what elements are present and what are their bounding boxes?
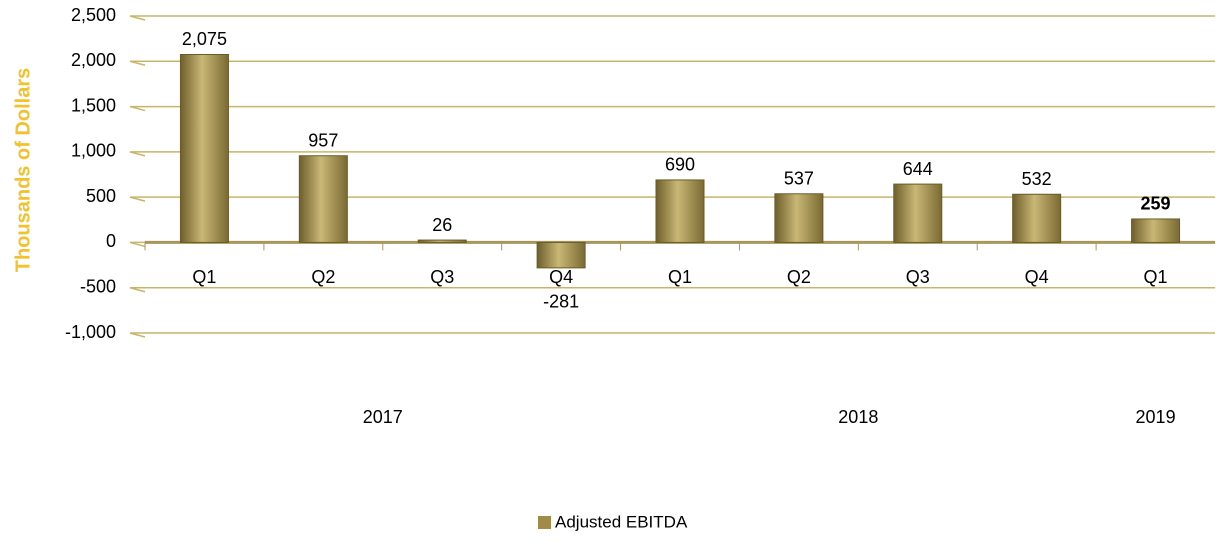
value-label: 957 bbox=[308, 131, 338, 151]
x-tick-label: Q1 bbox=[1144, 267, 1168, 287]
bar bbox=[536, 241, 586, 269]
y-tick-label: -500 bbox=[80, 276, 116, 296]
value-label: 2,075 bbox=[182, 29, 227, 49]
x-tick-label: Q2 bbox=[311, 267, 335, 287]
year-label: 2018 bbox=[838, 407, 878, 427]
y-tick-label: 0 bbox=[106, 231, 116, 251]
bar bbox=[1131, 218, 1181, 243]
bar bbox=[1012, 193, 1062, 243]
grid-line bbox=[129, 60, 146, 67]
x-tick-label: Q3 bbox=[906, 267, 930, 287]
grid-line bbox=[129, 15, 146, 21]
bar bbox=[179, 53, 229, 243]
year-label: 2019 bbox=[1136, 407, 1176, 427]
grid-line bbox=[129, 332, 146, 338]
bar bbox=[298, 155, 348, 243]
grid-line bbox=[129, 105, 146, 112]
grid-line bbox=[129, 241, 146, 248]
value-label: 690 bbox=[665, 155, 695, 175]
year-label: 2017 bbox=[363, 407, 403, 427]
y-tick-label: 1,500 bbox=[71, 95, 116, 115]
bar bbox=[774, 193, 824, 243]
grid-line bbox=[129, 196, 146, 202]
x-tick-label: Q1 bbox=[192, 267, 216, 287]
x-tick-label: Q1 bbox=[668, 267, 692, 287]
x-tick-label: Q4 bbox=[1025, 267, 1049, 287]
x-tick-label: Q2 bbox=[787, 267, 811, 287]
grid-line bbox=[129, 151, 146, 157]
value-label: 644 bbox=[903, 159, 933, 179]
value-label: 532 bbox=[1022, 169, 1052, 189]
bar bbox=[417, 239, 467, 243]
legend-swatch bbox=[538, 516, 551, 529]
y-tick-label: -1,000 bbox=[65, 322, 116, 342]
legend-label: Adjusted EBITDA bbox=[555, 512, 688, 531]
value-label: -281 bbox=[543, 292, 579, 312]
bar bbox=[893, 183, 943, 243]
x-tick-label: Q4 bbox=[549, 267, 573, 287]
y-tick-label: 2,500 bbox=[71, 5, 116, 25]
x-tick-label: Q3 bbox=[430, 267, 454, 287]
y-tick-label: 500 bbox=[86, 186, 116, 206]
value-label: 26 bbox=[432, 215, 452, 235]
y-tick-label: 2,000 bbox=[71, 50, 116, 70]
y-axis-label: Thousands of Dollars bbox=[12, 68, 34, 272]
y-tick-label: 1,000 bbox=[71, 141, 116, 161]
value-label: 537 bbox=[784, 169, 814, 189]
grid-line bbox=[129, 286, 146, 293]
bar bbox=[655, 179, 705, 243]
value-label: 259 bbox=[1141, 194, 1171, 214]
